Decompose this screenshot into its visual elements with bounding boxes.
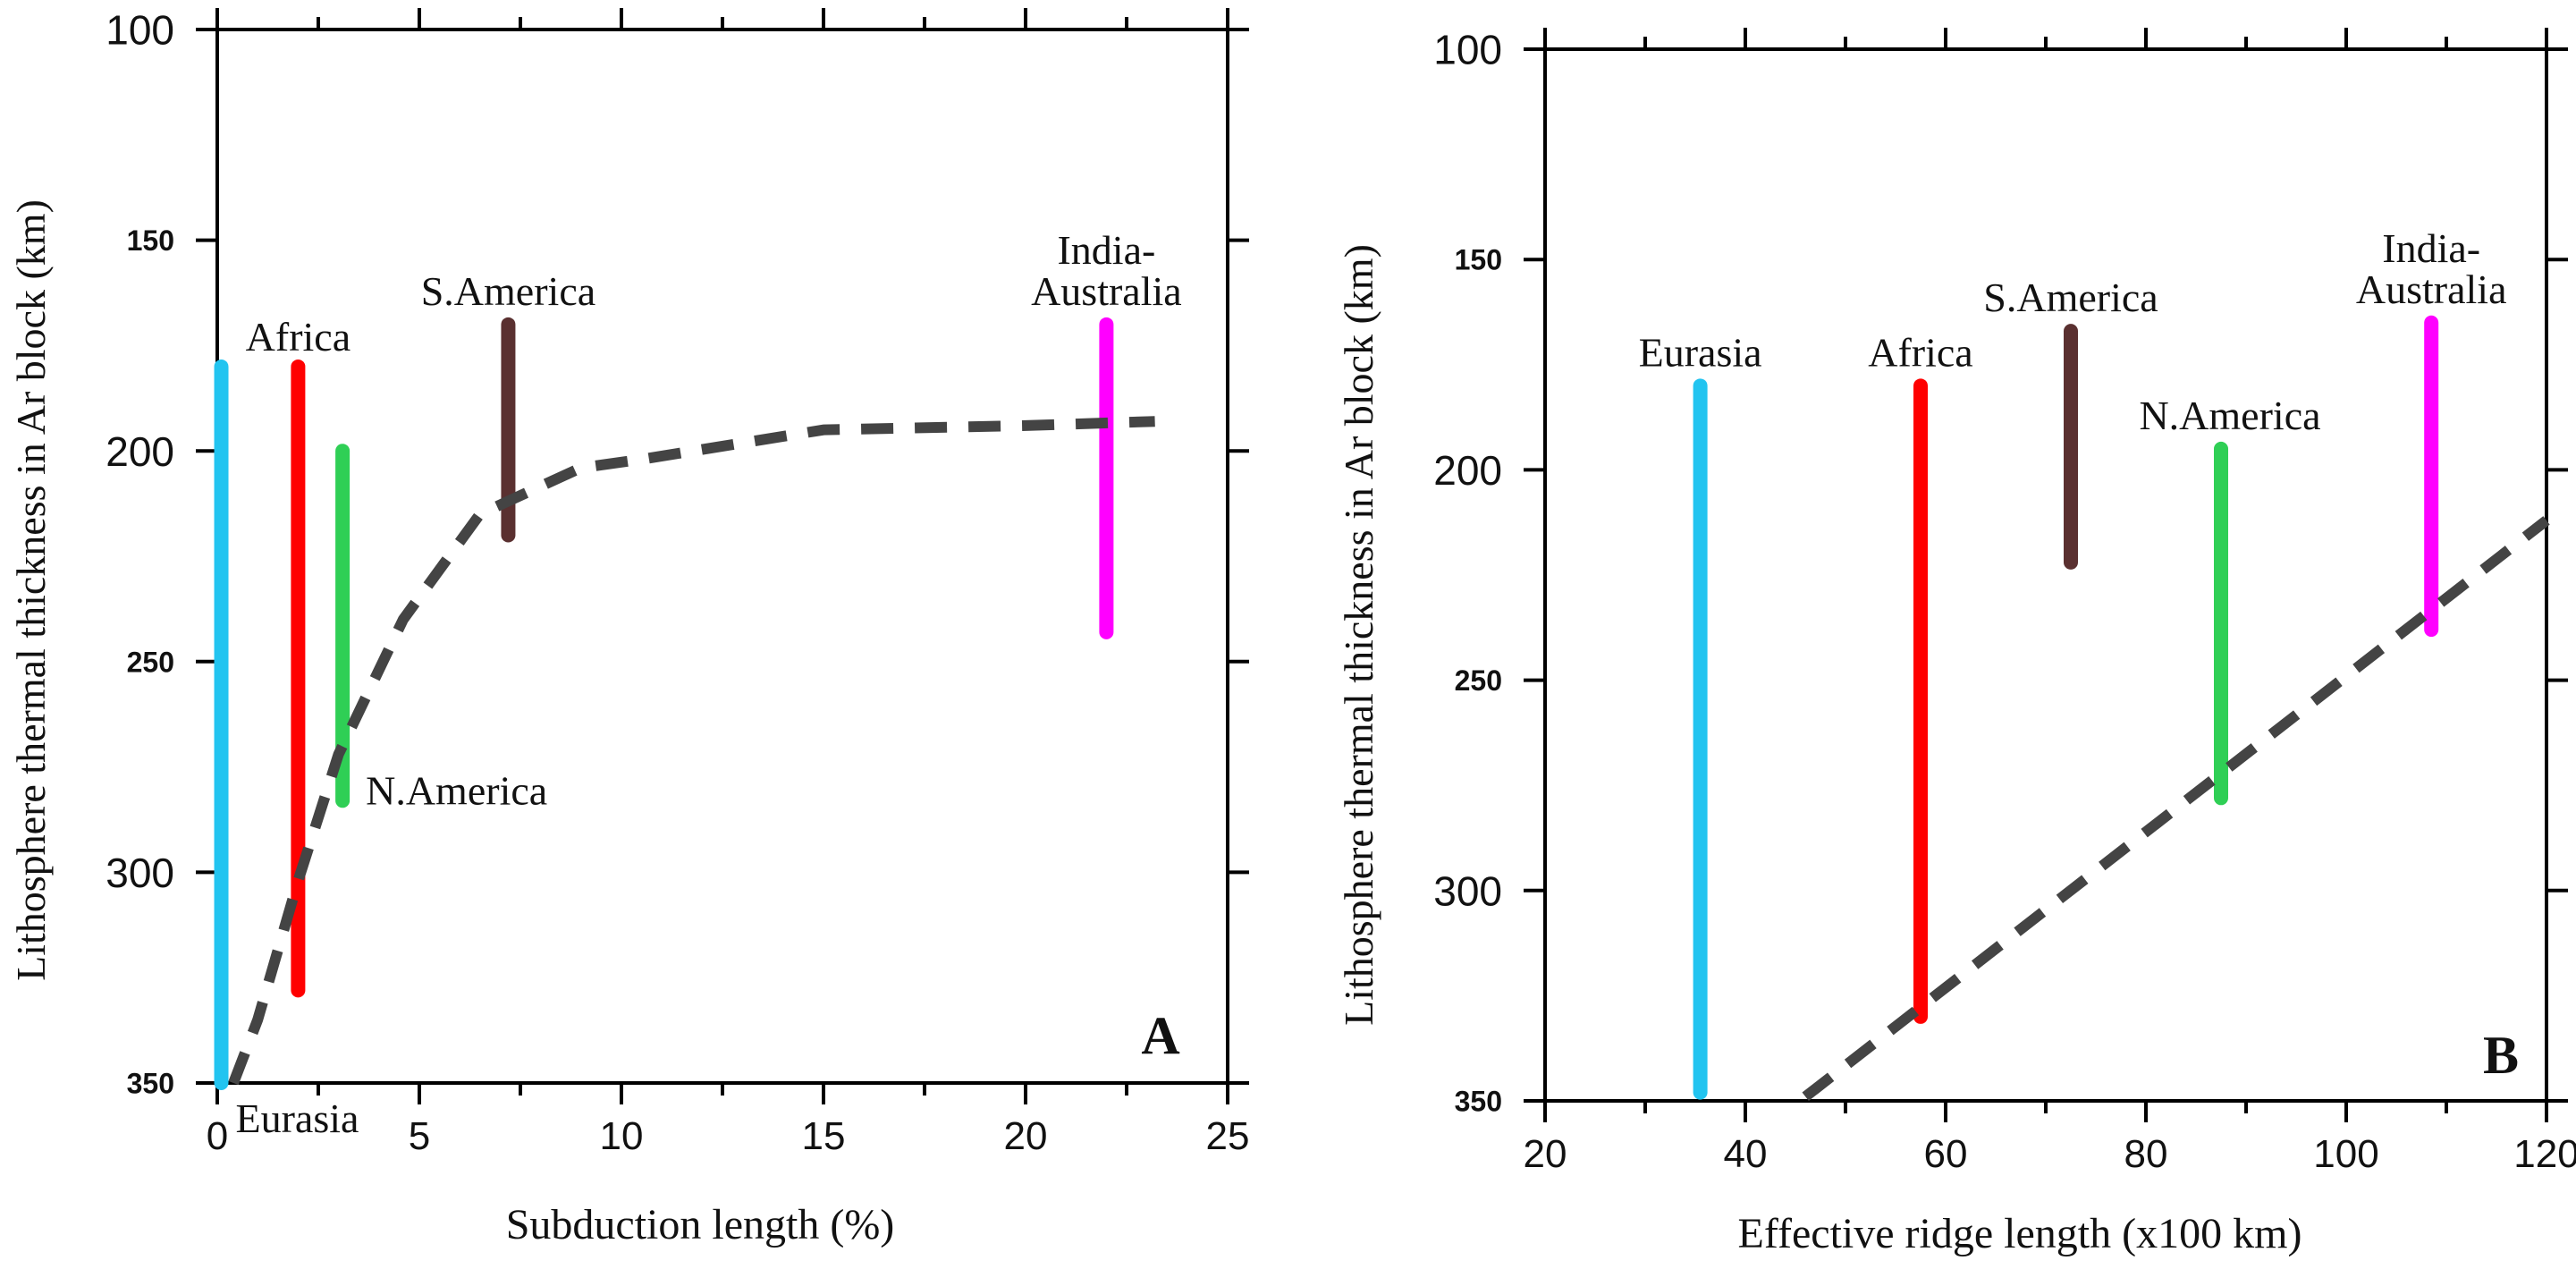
panel-a-x-tick-label: 10 [600,1114,644,1158]
panel-a: Lithosphere thermal thickness in Ar bloc… [8,7,1249,1248]
panel-b-series-label: N.America [2139,393,2320,438]
panel-a-x-tick-label: 5 [409,1114,430,1158]
panel-a-y-tick-label: 200 [106,428,174,475]
panel-b-x-tick-label: 40 [1724,1132,1768,1176]
panel-b-y-tick-label: 200 [1433,447,1502,494]
panel-b-x-tick-label: 20 [1524,1132,1567,1176]
panel-a-series-label: India- [1057,227,1155,273]
panel-b-y-tick-label: 300 [1433,867,1502,914]
panel-a-x-tick-label: 0 [207,1114,228,1158]
panel-a-y-tick-label: 300 [106,850,174,896]
panel-b-xlabel: Effective ridge length (x100 km) [1738,1210,2302,1257]
panel-a-series-label: Eurasia [236,1096,359,1141]
panel-b-series-label: Australia [2356,266,2507,312]
panel-a-label: A [1141,1006,1179,1065]
panel-a-trend-line [228,416,1155,1086]
panel-b-y-tick-label: 100 [1433,27,1502,73]
panel-b-series-label: Eurasia [1639,329,1762,375]
panel-a-series-label: Africa [246,314,351,360]
panel-b-x-tick-label: 60 [1924,1132,1968,1176]
panel-b-series-label: Africa [1868,329,1972,375]
panel-a-y-tick-label: 150 [127,224,174,257]
panel-a-series-label: Australia [1031,268,1182,314]
panel-b-series-label: India- [2382,225,2480,271]
panel-a-y-tick-label: 250 [127,646,174,678]
panel-a-plot-frame [215,28,1229,1085]
panel-a-y-tick-label: 100 [106,7,174,54]
panel-b-ylabel: Lithosphere thermal thickness in Ar bloc… [1336,244,1381,1026]
panel-b-y-tick-label: 350 [1455,1086,1502,1118]
panel-a-x-tick-label: 25 [1206,1114,1250,1158]
panel-a-series-label: S.America [421,268,595,314]
panel-b-y-tick-label: 250 [1455,664,1502,697]
panel-b-x-tick-label: 80 [2124,1132,2168,1176]
panel-a-series-label: N.America [366,767,547,813]
panel-a-x-tick-label: 20 [1004,1114,1048,1158]
panel-b-y-tick-label: 150 [1455,244,1502,276]
panel-b-x-tick-label: 120 [2513,1132,2576,1176]
panel-a-x-tick-label: 15 [802,1114,846,1158]
panel-b-x-tick-label: 100 [2313,1132,2378,1176]
panel-a-xlabel: Subduction length (%) [506,1201,895,1248]
panel-a-ylabel: Lithosphere thermal thickness in Ar bloc… [8,199,54,981]
panel-b-trend-line [1802,516,2550,1102]
panel-b-label: B [2483,1026,2519,1085]
panel-b: Lithosphere thermal thickness in Ar bloc… [1336,27,2576,1257]
panel-a-y-tick-label: 350 [127,1068,174,1100]
panel-b-series-label: S.America [1983,275,2158,320]
